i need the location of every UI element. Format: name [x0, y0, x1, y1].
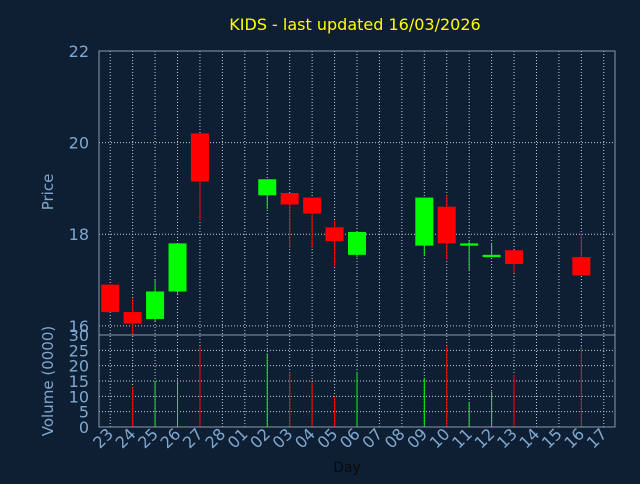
- volume-axis-label: Volume (0000): [39, 326, 57, 436]
- candle-body: [280, 193, 299, 205]
- price-tick-label: 18: [69, 225, 89, 244]
- price-tick-label: 22: [69, 42, 89, 61]
- volume-tick-label: 10: [69, 387, 89, 406]
- x-tick-label: 17: [583, 424, 611, 452]
- candle-body: [460, 243, 479, 246]
- candle-body: [415, 197, 434, 246]
- candle-body: [258, 179, 277, 196]
- candle-body: [505, 250, 524, 264]
- volume-tick-label: 5: [79, 403, 89, 422]
- price-tick-label: 20: [69, 134, 89, 153]
- price-axis-label: Price: [39, 174, 57, 211]
- volume-panel-frame: [98, 334, 616, 428]
- candle-body: [101, 284, 120, 313]
- x-axis-label: Day: [333, 460, 361, 476]
- candle-body: [190, 133, 209, 182]
- price-tick-label: 16: [69, 317, 89, 336]
- candle-body: [325, 227, 344, 242]
- candle-body: [572, 257, 591, 276]
- chart-title: KIDS - last updated 16/03/2026: [229, 15, 480, 34]
- candle-body: [437, 206, 456, 244]
- volume-tick-label: 20: [69, 357, 89, 376]
- volume-tick-label: 15: [69, 372, 89, 391]
- candle-body: [303, 197, 322, 214]
- candle-body: [482, 254, 501, 258]
- volume-tick-label: 30: [69, 326, 89, 345]
- candle-body: [168, 243, 187, 292]
- candle-body: [146, 291, 165, 319]
- volume-tick-label: 25: [69, 341, 89, 360]
- candle-body: [348, 231, 366, 255]
- candle-body: [123, 312, 142, 324]
- volume-tick-label: 0: [79, 418, 89, 437]
